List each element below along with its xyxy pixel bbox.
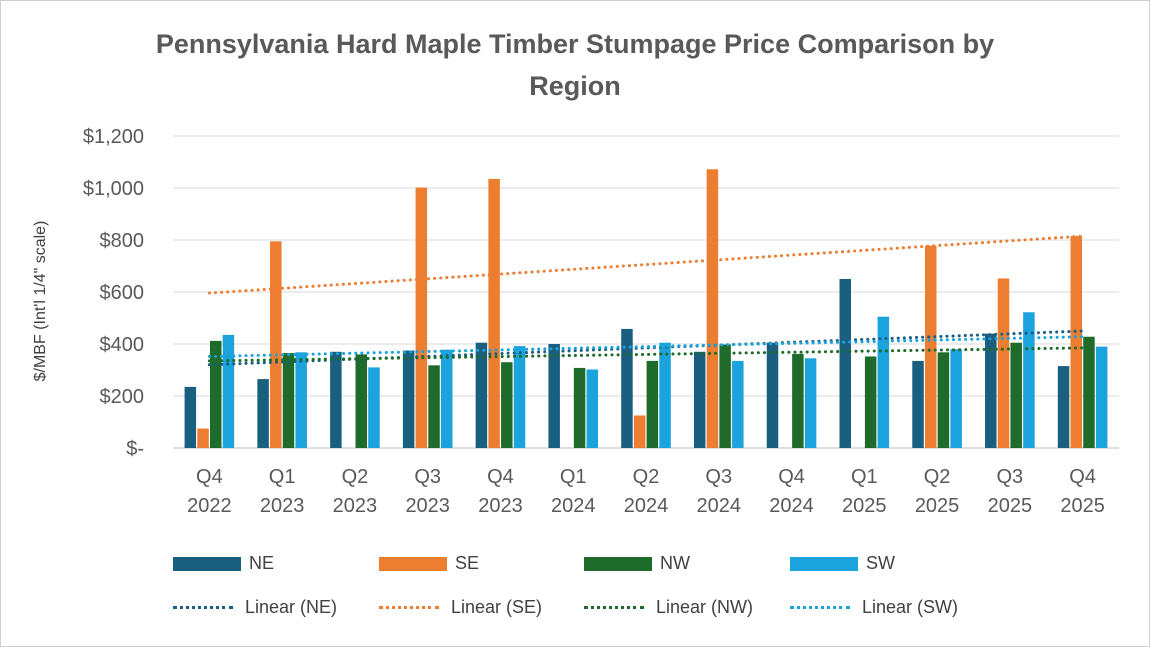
x-tick-label: 2025: [1060, 495, 1105, 517]
trendline-linear-se: [207, 234, 1085, 295]
bar-ne: [985, 333, 997, 448]
x-tick-label: 2024: [624, 495, 669, 517]
bar-sw: [877, 316, 890, 448]
bar-se: [706, 169, 719, 448]
x-tick-label: 2024: [551, 495, 596, 517]
x-tick-label: Q3: [414, 466, 441, 488]
bar-se: [1070, 236, 1083, 448]
bar-se: [997, 278, 1010, 448]
x-tick-label: Q1: [851, 466, 878, 488]
x-tick-label: 2024: [769, 495, 814, 517]
x-tick-label: Q4: [487, 466, 514, 488]
bar-ne: [693, 351, 706, 448]
x-tick-label: Q2: [342, 466, 369, 488]
bar-ne: [912, 360, 924, 448]
bar-se: [488, 178, 500, 448]
bar-sw: [222, 334, 235, 448]
bar-ne: [184, 386, 197, 448]
x-tick-label: Q4: [196, 466, 223, 488]
bar-sw: [586, 369, 599, 448]
y-tick-label: $600: [100, 282, 145, 304]
bar-se: [270, 241, 282, 448]
bar-se: [197, 428, 209, 448]
bar-nw: [646, 360, 659, 448]
bar-sw: [950, 349, 962, 448]
y-tick-label: $1,200: [83, 126, 144, 148]
chart-title-line-2: Region: [529, 71, 621, 101]
bar-nw: [864, 356, 877, 448]
x-tick-label: Q2: [633, 466, 660, 488]
bar-nw: [282, 353, 295, 448]
bar-ne: [548, 344, 560, 448]
bar-nw: [355, 354, 368, 448]
x-tick-label: Q4: [1069, 466, 1096, 488]
bar-ne: [621, 328, 633, 448]
x-tick-label: Q1: [560, 466, 587, 488]
x-tick-label: Q2: [924, 466, 951, 488]
x-tick-label: 2025: [915, 495, 960, 517]
y-tick-label: $800: [100, 230, 145, 252]
x-tick-label: Q4: [778, 466, 805, 488]
x-tick-label: Q1: [269, 466, 296, 488]
bar-sw: [804, 358, 817, 448]
y-tick-label: $1,000: [83, 178, 144, 200]
bar-nw: [573, 367, 586, 448]
bar-nw: [428, 365, 440, 448]
bar-nw: [1083, 336, 1095, 448]
bar-sw: [659, 342, 671, 448]
bar-se: [924, 245, 937, 448]
bar-sw: [1095, 346, 1108, 448]
trendline-linear-sw: [207, 335, 1085, 358]
bar-se: [415, 187, 428, 449]
bar-se: [633, 415, 646, 448]
bar-ne: [475, 342, 488, 448]
bar-sw: [368, 367, 380, 448]
bar-sw: [732, 360, 744, 448]
x-tick-label: 2022: [187, 495, 232, 517]
y-tick-label: $400: [100, 334, 145, 356]
x-tick-label: 2024: [697, 495, 742, 517]
y-tick-label: $200: [100, 386, 145, 408]
x-tick-label: Q3: [997, 466, 1024, 488]
y-tick-label: $-: [126, 438, 144, 460]
bar-ne: [257, 379, 269, 448]
bar-ne: [1057, 366, 1070, 448]
bar-nw: [792, 353, 804, 448]
x-tick-label: 2023: [333, 495, 378, 517]
x-tick-label: 2023: [478, 495, 523, 517]
bar-sw: [1023, 312, 1035, 448]
bar-ne: [766, 342, 779, 448]
bar-nw: [719, 344, 731, 448]
bar-sw: [440, 349, 453, 448]
bar-nw: [937, 352, 950, 448]
x-tick-label: 2023: [405, 495, 450, 517]
x-tick-label: 2025: [988, 495, 1033, 517]
trendline-linear-nw: [207, 346, 1085, 363]
x-tick-label: 2025: [842, 495, 887, 517]
bar-nw: [501, 362, 513, 448]
bar-ne: [402, 350, 415, 448]
chart-title-line-1: Pennsylvania Hard Maple Timber Stumpage …: [155, 29, 995, 59]
chart-title: Pennsylvania Hard Maple Timber Stumpage …: [1, 23, 1149, 107]
x-tick-label: Q3: [705, 466, 732, 488]
bar-ne: [839, 279, 852, 448]
bar-sw: [295, 352, 307, 448]
bar-nw: [209, 340, 222, 448]
bar-ne: [330, 351, 342, 448]
x-tick-label: 2023: [260, 495, 305, 517]
bar-sw: [513, 346, 526, 448]
bar-nw: [1010, 342, 1022, 448]
